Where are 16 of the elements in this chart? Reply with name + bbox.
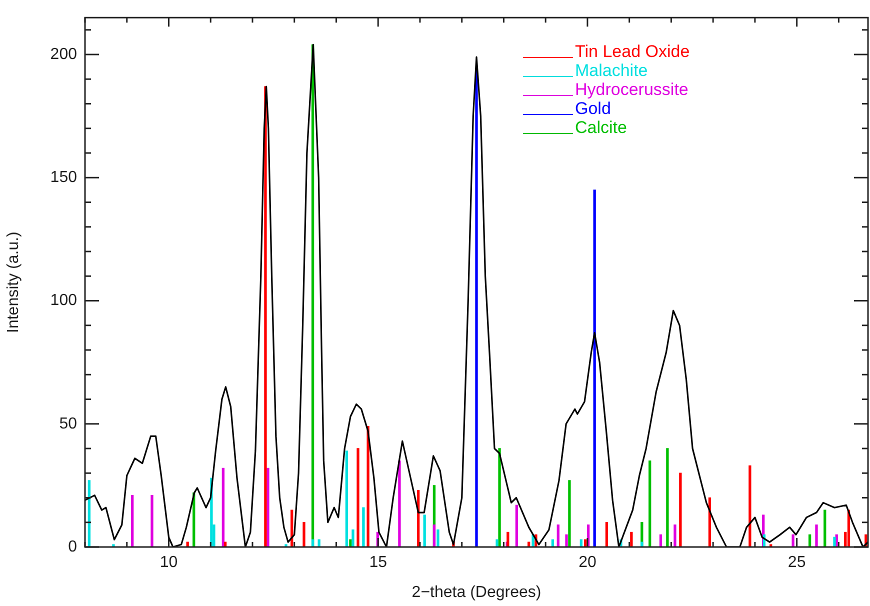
y-tick-label: 200 (50, 46, 78, 63)
legend-label: Gold (575, 98, 611, 118)
legend-label: Calcite (575, 118, 627, 137)
legend-label: Malachite (575, 60, 648, 80)
legend-label: Hydrocerussite (575, 80, 688, 99)
y-tick-label: 100 (50, 292, 78, 310)
y-axis-title: Intensity (a.u.) (5, 232, 22, 333)
x-tick-label: 10 (160, 554, 178, 572)
legend-label: Tin Lead Oxide (575, 42, 690, 61)
y-tick-label: 150 (50, 169, 78, 186)
x-tick-label: 20 (578, 554, 596, 572)
y-tick-label: 50 (59, 415, 78, 432)
x-tick-label: 25 (788, 554, 806, 572)
x-axis-title: 2−theta (Degrees) (412, 584, 542, 601)
x-tick-label: 15 (369, 554, 388, 572)
y-tick-label: 0 (68, 538, 78, 556)
